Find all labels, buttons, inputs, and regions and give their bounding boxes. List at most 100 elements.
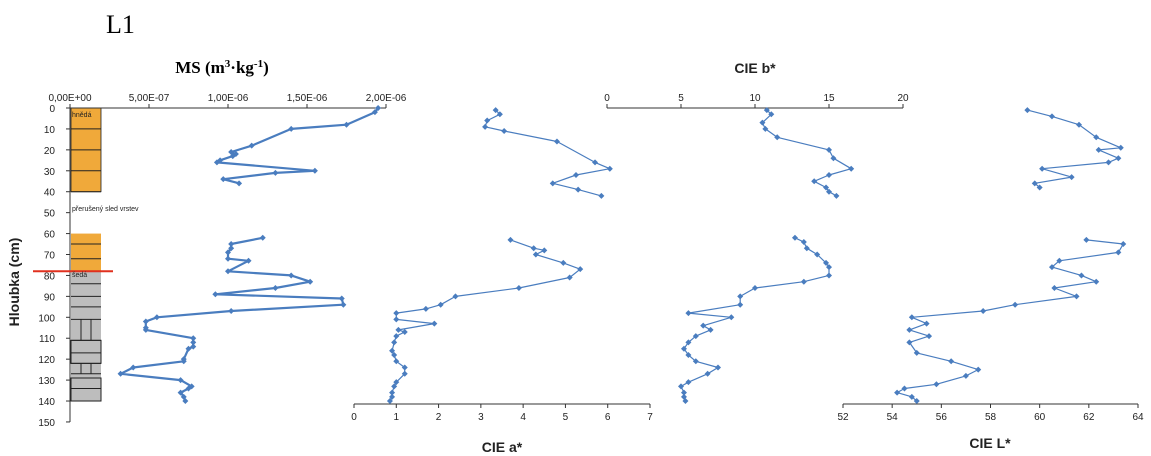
cie-l-data-point <box>1012 301 1019 308</box>
page-title: L1 <box>106 10 135 39</box>
cie-l-data-point <box>975 366 982 373</box>
cie-l-data-point <box>926 333 933 340</box>
cie-l-data-point <box>1078 272 1085 279</box>
cie-l-panel: 52 54 56 58 60 62 64 CIE L* <box>837 107 1144 451</box>
cie-a-data-point <box>501 128 508 135</box>
ms-data-point <box>259 234 266 241</box>
cie-l-data-point <box>1039 165 1046 172</box>
cie-l-data-point <box>923 320 930 327</box>
cie-b-tick-label: 0 <box>604 93 610 104</box>
ms-data-point <box>248 142 255 149</box>
cie-a-data-point <box>391 339 398 346</box>
ms-tick-label: 0,00E+00 <box>48 93 92 104</box>
ms-data-point <box>245 257 252 264</box>
ms-data-point <box>190 343 197 350</box>
cie-a-data-point <box>575 186 582 193</box>
cie-l-data-point <box>962 372 969 379</box>
depth-tick-label: 20 <box>44 146 56 157</box>
cie-a-data-point <box>393 379 400 386</box>
cie-b-data-point <box>728 314 735 321</box>
cie-l-data-point <box>1056 257 1063 264</box>
depth-tick-label: 60 <box>44 230 56 241</box>
ms-data-point <box>288 272 295 279</box>
cie-a-data-point <box>577 266 584 273</box>
cie-b-tick-label: 10 <box>749 93 761 104</box>
cie-l-tick-label: 60 <box>1034 412 1046 423</box>
ms-data-point <box>190 339 197 346</box>
ms-data-point <box>142 326 149 333</box>
cie-l-data-point <box>1093 134 1100 141</box>
ms-data-point <box>180 358 187 365</box>
depth-tick-label: 40 <box>44 188 56 199</box>
cie-l-data-point <box>1117 144 1124 151</box>
cie-a-panel: 0 1 2 3 4 5 6 7 CIE a* <box>351 107 653 455</box>
lithology-column <box>33 107 113 402</box>
cie-b-tick-label: 15 <box>823 93 835 104</box>
cie-b-title: CIE b* <box>734 60 776 76</box>
litho-upper-label: hnědá <box>72 112 92 119</box>
depth-tick-label: 30 <box>44 167 56 178</box>
cie-b-series-line <box>761 109 852 197</box>
ms-data-point <box>338 295 345 302</box>
depth-tick-label: 70 <box>44 251 56 262</box>
ms-data-point <box>182 398 189 405</box>
cie-l-data-point <box>1024 107 1031 114</box>
cie-a-data-point <box>437 301 444 308</box>
ms-data-point <box>272 169 279 176</box>
cie-a-tick-label: 7 <box>647 412 653 423</box>
ms-title: MS (m3·kg-1) <box>175 58 269 77</box>
ms-data-point <box>307 278 314 285</box>
cie-l-data-point <box>1073 293 1080 300</box>
depth-tick-label: 80 <box>44 271 56 282</box>
cie-l-data-point <box>1048 264 1055 271</box>
cie-a-data-point <box>507 236 514 243</box>
depth-tick-label: 110 <box>39 334 55 345</box>
cie-a-data-point <box>401 328 408 335</box>
cie-b-data-point <box>830 155 837 162</box>
cie-b-data-point <box>737 301 744 308</box>
cie-b-data-point <box>800 278 807 285</box>
ms-data-point <box>117 370 124 377</box>
cie-a-tick-label: 1 <box>394 412 400 423</box>
cie-b-data-point <box>685 379 692 386</box>
cie-a-data-point <box>482 123 489 130</box>
ms-data-point <box>225 268 231 275</box>
cie-a-data-point <box>598 192 605 199</box>
cie-b-data-point <box>826 272 832 279</box>
cie-l-data-point <box>1095 146 1102 153</box>
cie-l-data-point <box>1083 236 1090 243</box>
cie-a-data-point <box>393 310 400 317</box>
cie-b-data-point <box>715 364 721 371</box>
cie-l-data-point <box>1031 180 1038 187</box>
ms-data-point <box>228 308 235 315</box>
cie-b-data-point <box>768 111 775 118</box>
cie-b-data-point <box>826 264 832 271</box>
ms-series-line <box>215 107 379 185</box>
cie-l-data-point <box>908 393 915 400</box>
cie-a-data-point <box>389 347 396 354</box>
cie-a-series-line <box>389 239 581 402</box>
cie-l-data-point <box>1105 159 1112 166</box>
cie-b-data-point <box>823 184 830 191</box>
cie-a-data-point <box>389 389 396 396</box>
cie-l-data-point <box>906 339 913 346</box>
cie-a-data-point <box>541 247 548 254</box>
cie-a-data-point <box>401 370 408 377</box>
litho-gray <box>71 271 101 402</box>
cie-a-tick-label: 4 <box>520 412 526 423</box>
ms-data-point <box>130 364 137 371</box>
cie-a-tick-label: 6 <box>605 412 611 423</box>
cie-b-data-point <box>762 125 769 132</box>
ms-data-point <box>212 291 219 298</box>
ms-data-point <box>343 121 350 128</box>
ms-tick-label: 5,00E-07 <box>129 93 170 104</box>
cie-a-data-point <box>386 398 393 405</box>
cie-b-data-point <box>680 345 687 352</box>
litho-gap-label: přerušený sled vrstev <box>72 206 139 213</box>
ms-data-point <box>340 301 347 308</box>
cie-a-data-point <box>553 138 560 145</box>
ms-data-point <box>228 245 235 252</box>
cie-a-data-point <box>391 383 398 390</box>
ms-data-point <box>229 153 236 160</box>
ms-data-point <box>311 167 318 174</box>
